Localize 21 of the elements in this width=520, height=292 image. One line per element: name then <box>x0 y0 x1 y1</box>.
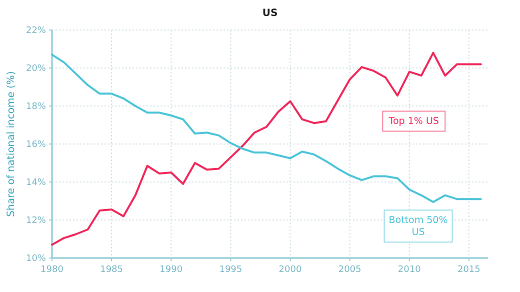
line-series <box>51 52 482 246</box>
x-tick-label: 1995 <box>219 265 242 275</box>
y-tick-label: 20% <box>26 64 46 74</box>
x-tick-label: 2010 <box>398 265 422 275</box>
y-tick-label: 14% <box>26 178 46 188</box>
x-tick-label: 2005 <box>338 265 362 275</box>
line-series <box>51 54 482 203</box>
y-tick-label: 10% <box>26 254 46 264</box>
x-tick-label: 1980 <box>40 265 64 275</box>
y-tick-label: 22% <box>26 26 46 36</box>
chart-title: US <box>262 8 278 19</box>
x-tick-label: 1985 <box>100 265 124 275</box>
y-tick-label: 18% <box>26 102 46 112</box>
x-tick-label: 2015 <box>457 265 480 275</box>
text: Top 1% US <box>388 116 439 128</box>
series-label: Bottom 50% US <box>388 215 448 238</box>
x-tick-label: 2000 <box>278 265 302 275</box>
y-tick-label: 12% <box>26 216 46 226</box>
y-tick-label: 16% <box>26 140 46 150</box>
x-tick-label: 1990 <box>160 265 183 275</box>
y-axis-title: Share of national income (%) <box>6 71 17 217</box>
